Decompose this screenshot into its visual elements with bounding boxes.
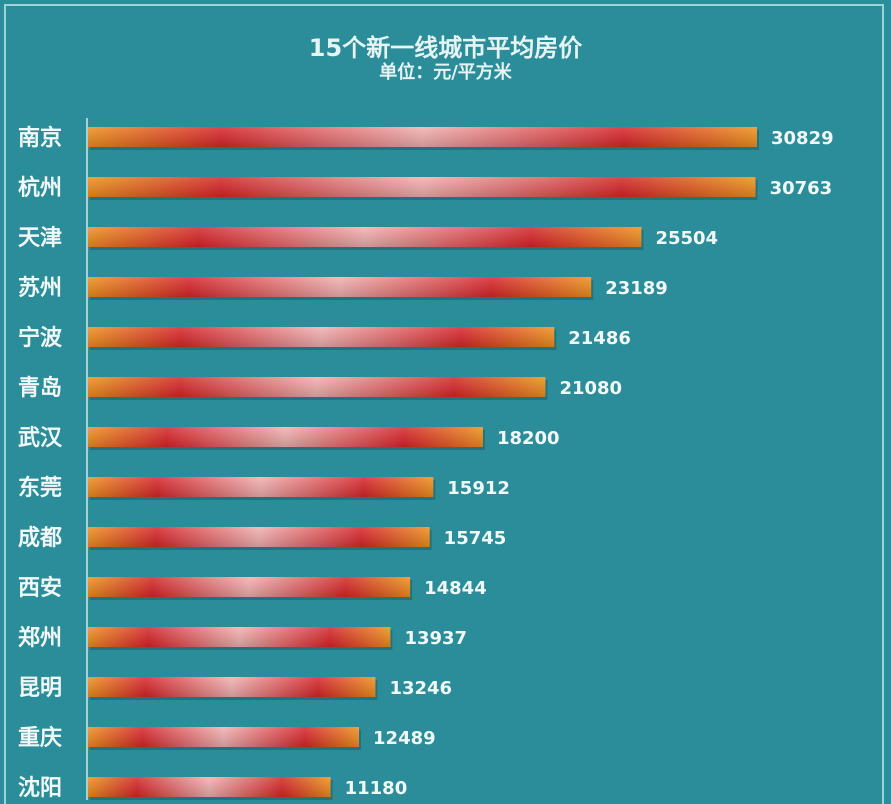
value-label: 21486 <box>568 328 631 349</box>
value-label: 15912 <box>447 478 510 499</box>
bar-shade <box>88 127 757 147</box>
category-label: 天津 <box>18 225 62 251</box>
bar-shade <box>88 777 331 797</box>
value-label: 23189 <box>605 278 668 299</box>
category-label: 东莞 <box>18 475 62 501</box>
bar-shade <box>88 377 546 397</box>
bar-shade <box>88 727 360 747</box>
bar-shade <box>88 277 592 297</box>
category-label: 苏州 <box>18 275 62 301</box>
category-label: 沈阳 <box>18 776 62 800</box>
value-label: 25504 <box>655 228 718 249</box>
category-label: 武汉 <box>18 426 63 451</box>
category-label: 昆明 <box>18 676 62 701</box>
category-label: 杭州 <box>18 175 62 201</box>
value-label: 30829 <box>771 128 834 149</box>
category-label: 西安 <box>18 575 62 601</box>
bar-shade <box>88 177 756 197</box>
value-label: 14844 <box>424 578 487 599</box>
category-label: 重庆 <box>18 725 62 751</box>
category-label: 南京 <box>18 125 62 151</box>
chart-title: 15个新一线城市平均房价 <box>308 34 583 62</box>
value-label: 21080 <box>559 378 622 399</box>
bar-shade <box>88 327 555 347</box>
bar-shade <box>88 577 411 597</box>
value-label: 13246 <box>389 678 452 699</box>
chart-subtitle: 单位：元/平方米 <box>379 62 512 83</box>
bar-shade <box>88 677 376 697</box>
bar-shade <box>88 527 430 547</box>
value-label: 12489 <box>373 728 436 749</box>
category-label: 青岛 <box>18 375 62 401</box>
category-label: 宁波 <box>18 325 63 351</box>
bar-shade <box>88 427 483 447</box>
value-label: 15745 <box>444 528 507 549</box>
value-label: 11180 <box>345 778 408 799</box>
bar-shade <box>88 627 391 647</box>
category-label: 郑州 <box>18 626 62 651</box>
category-label: 成都 <box>18 526 62 551</box>
value-label: 30763 <box>770 178 833 199</box>
value-label: 18200 <box>497 428 560 449</box>
bar-shade <box>88 227 642 247</box>
bar-shade <box>88 477 434 497</box>
value-label: 13937 <box>404 628 467 649</box>
